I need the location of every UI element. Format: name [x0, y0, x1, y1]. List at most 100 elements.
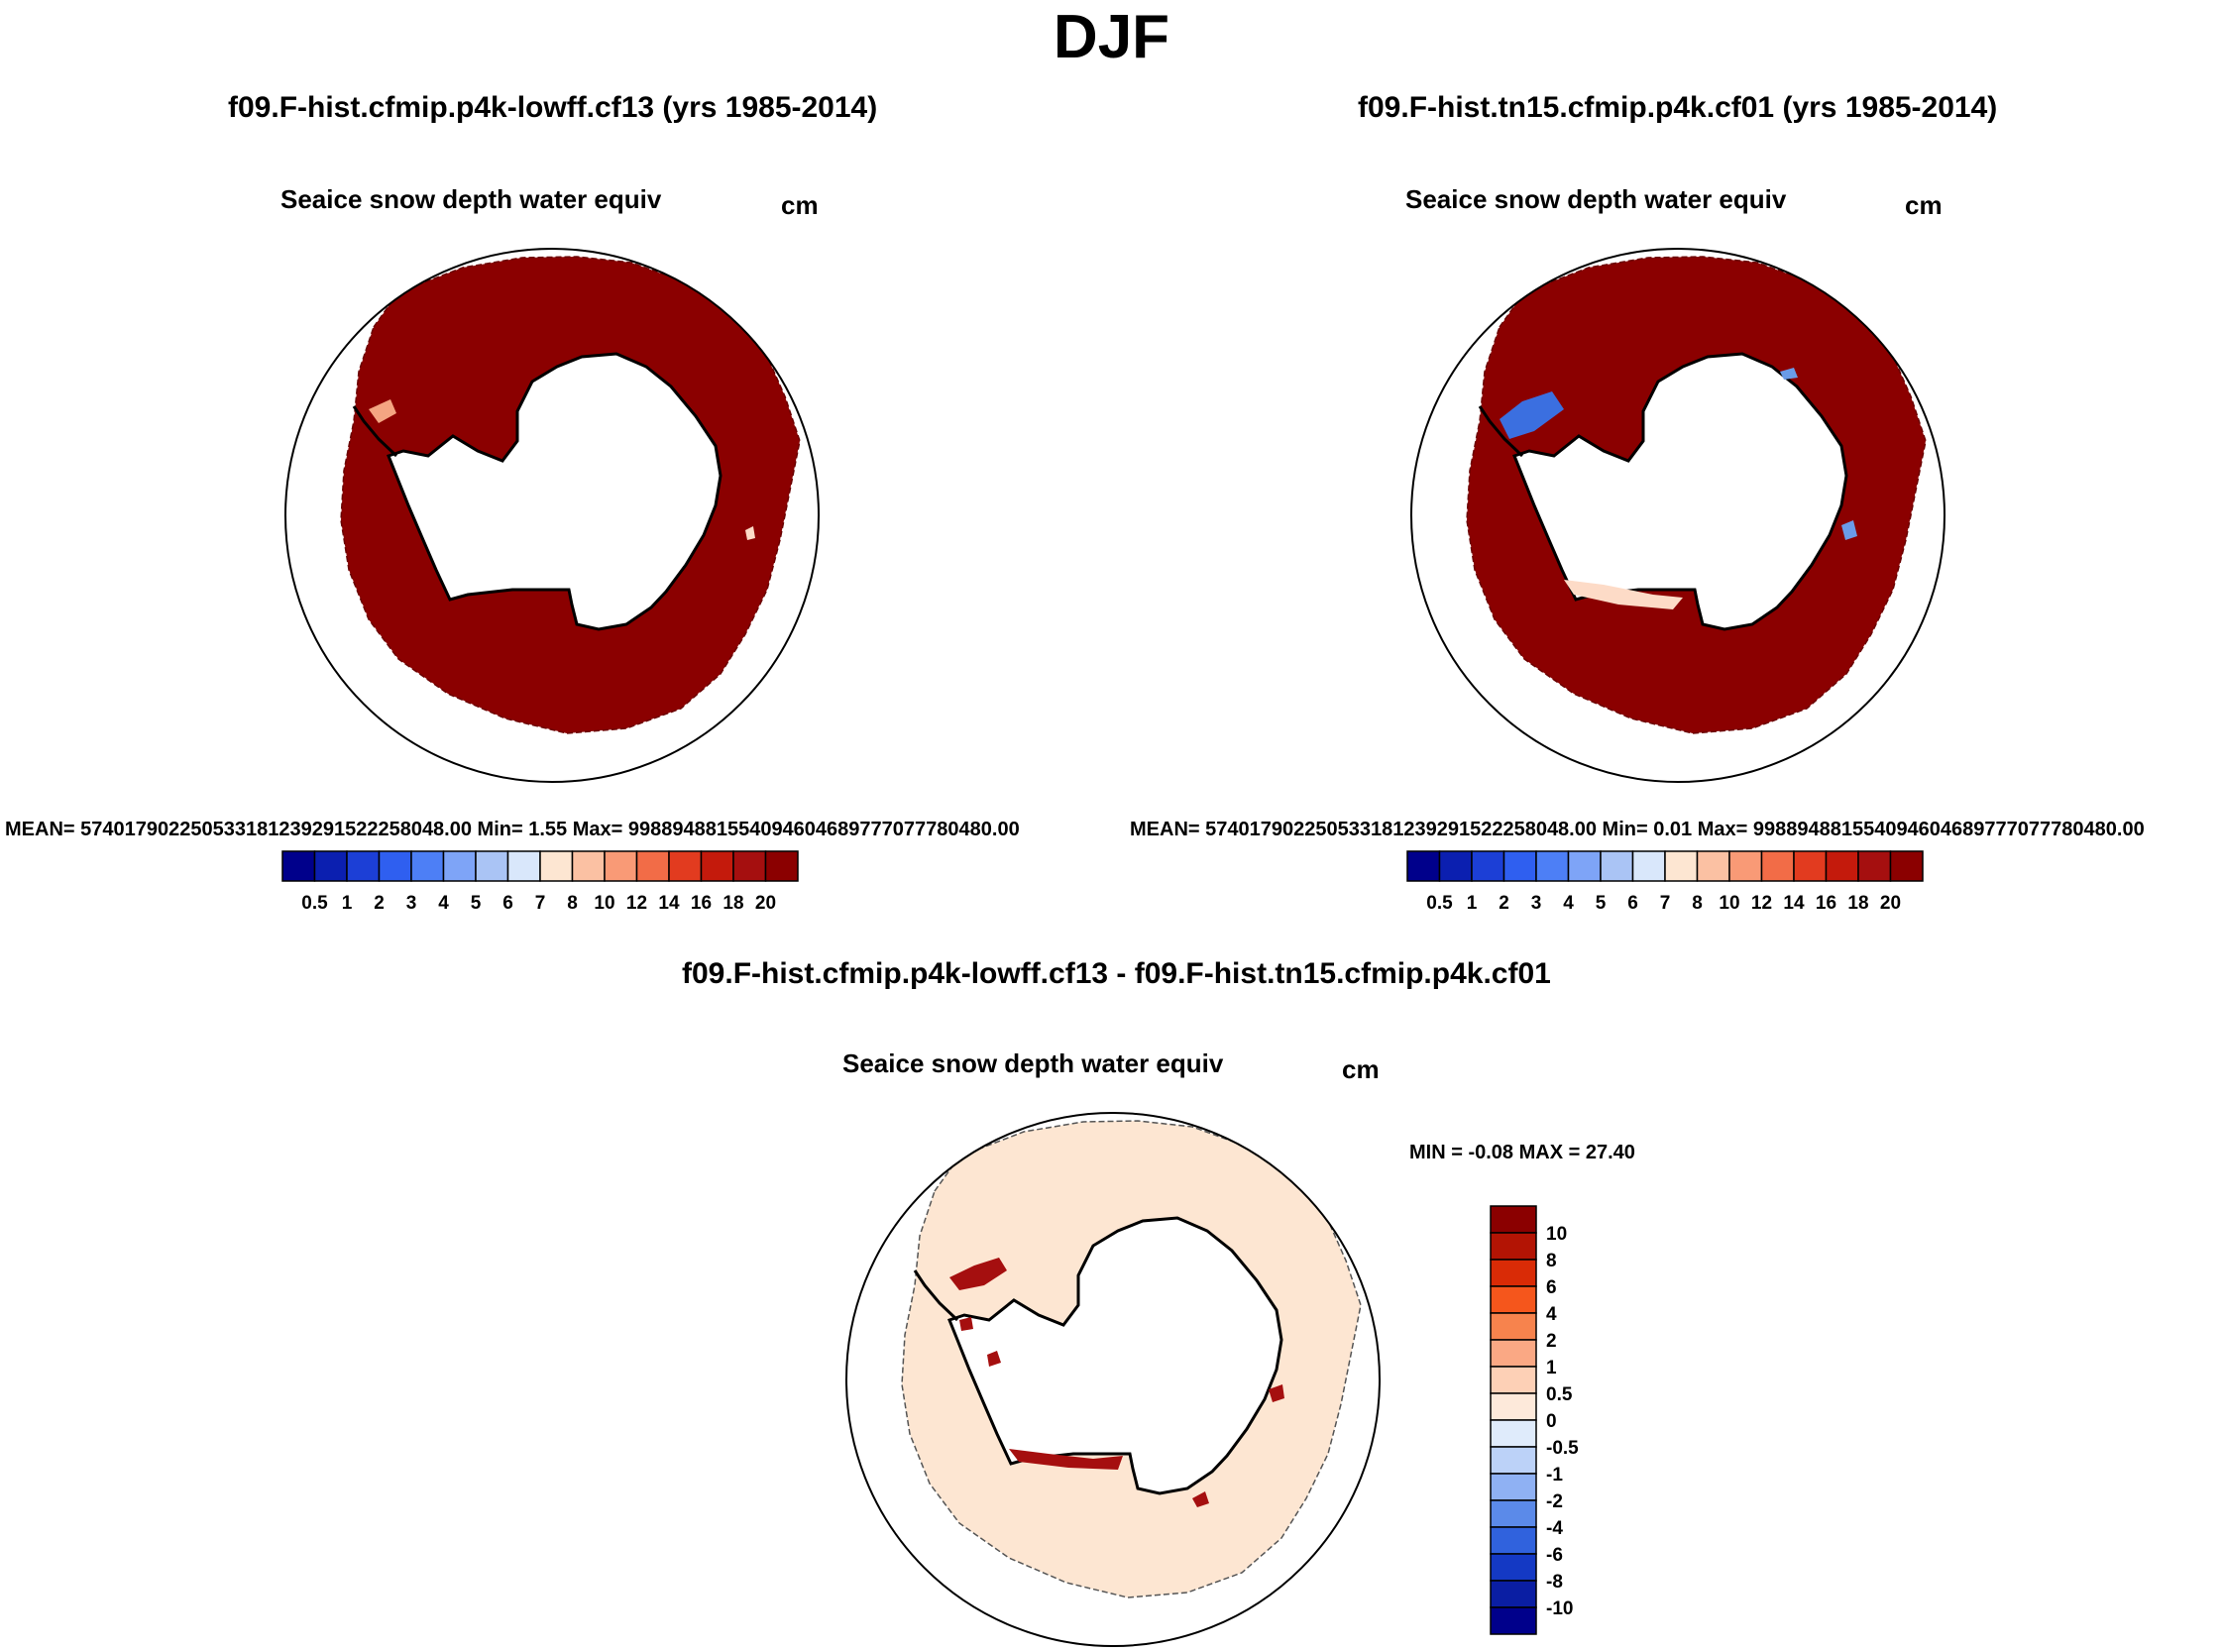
panel2-colorbar-tick-label: 0.5 [1426, 893, 1453, 914]
panel1-colorbar-tick-label: 6 [502, 893, 513, 914]
panel1-colorbar-tick-label: 12 [626, 893, 647, 914]
panel2-colorbar-swatch [1567, 850, 1602, 882]
panel3-colorbar-swatch [1490, 1446, 1537, 1475]
panel1-anomaly-patch-1 [369, 399, 396, 423]
panel1-colorbar-tick-label: 14 [658, 893, 680, 914]
panel3-colorbar-swatch [1490, 1285, 1537, 1314]
panel2-colorbar-tick-label: 20 [1880, 893, 1901, 914]
panel2-colorbar-tick-label: 8 [1692, 893, 1703, 914]
panel3-colorbar-tick-label: 8 [1546, 1251, 1557, 1271]
figure-title: DJF [1053, 3, 1170, 71]
panel3-high-patch-1 [949, 1258, 1007, 1290]
panel1-colorbar-swatch [378, 850, 412, 882]
panel3-colorbar-swatch [1490, 1606, 1537, 1635]
panel3-colorbar-tick-label: -6 [1546, 1545, 1563, 1566]
panel1-colorbar-swatch [539, 850, 574, 882]
panel1-colorbar-swatch [281, 850, 316, 882]
panel2-case-title: f09.F-hist.tn15.cfmip.p4k.cf01 (yrs 1985… [1358, 91, 1998, 124]
panel3-colorbar-swatch [1490, 1366, 1537, 1394]
panel3-colorbar-swatch [1490, 1580, 1537, 1608]
panel3-variable-label: Seaice snow depth water equiv [842, 1048, 1224, 1078]
panel1-colorbar-swatch [346, 850, 381, 882]
panel1-anomaly-patch-2 [745, 526, 755, 540]
panel1-colorbar-swatch [475, 850, 509, 882]
panel3-colorbar-tick-label: -10 [1546, 1598, 1573, 1619]
panel2-colorbar-swatch [1857, 850, 1892, 882]
panel3-colorbar-swatch [1490, 1259, 1537, 1287]
panel1-colorbar-swatch [410, 850, 445, 882]
panel2-colorbar-swatch [1889, 850, 1924, 882]
panel1-units: cm [781, 190, 819, 220]
panel2-colorbar-swatch [1825, 850, 1859, 882]
panel2-variable-label: Seaice snow depth water equiv [1405, 184, 1787, 214]
panel3-colorbar-swatch [1490, 1419, 1537, 1448]
panel2-colorbar-swatch [1631, 850, 1666, 882]
panel2-colorbar-tick-label: 2 [1499, 893, 1509, 914]
panel3-colorbar-swatch [1490, 1205, 1537, 1234]
panel1-colorbar-swatch [571, 850, 606, 882]
panel3-units: cm [1342, 1054, 1380, 1084]
panel3-map [845, 1112, 1381, 1647]
panel1-colorbar-tick-label: 1 [342, 893, 353, 914]
panel3-high-patch-5 [987, 1351, 1001, 1367]
panel1-variable-label: Seaice snow depth water equiv [280, 184, 662, 214]
panel1-colorbar-tick-label: 7 [535, 893, 546, 914]
panel1-colorbar-swatch [700, 850, 734, 882]
panel1-peninsula-line [352, 405, 398, 458]
panel2-anomaly-patch-2 [1564, 580, 1683, 609]
panel3-high-patch-2 [1009, 1449, 1123, 1470]
panel1-colorbar-swatch [635, 850, 670, 882]
panel3-colorbar-tick-label: 6 [1546, 1277, 1557, 1298]
panel2-colorbar-tick-label: 7 [1660, 893, 1671, 914]
panel3-colorbar-tick-label: 2 [1546, 1331, 1557, 1352]
panel3-colorbar-tick-label: -4 [1546, 1518, 1563, 1539]
panel2-anomaly-patch-3 [1841, 520, 1857, 540]
panel1-colorbar-tick-label: 16 [691, 893, 712, 914]
panel2-map [1410, 248, 1945, 783]
panel2-colorbar-swatch [1728, 850, 1763, 882]
panel2-colorbar-swatch [1793, 850, 1828, 882]
panel3-colorbar-swatch [1490, 1232, 1537, 1261]
panel2-colorbar-swatch [1696, 850, 1730, 882]
panel3-colorbar-tick-label: 0.5 [1546, 1384, 1573, 1405]
panel1-colorbar-tick-label: 20 [755, 893, 776, 914]
panel3-colorbar-tick-label: 1 [1546, 1358, 1557, 1378]
panel1-map-border [284, 248, 820, 783]
panel1-colorbar-swatch [764, 850, 799, 882]
panel2-colorbar-swatch [1438, 850, 1473, 882]
panel1-case-title: f09.F-hist.cfmip.p4k-lowff.cf13 (yrs 198… [228, 91, 878, 124]
panel1-colorbar-swatch [604, 850, 638, 882]
panel1-colorbar-tick-label: 10 [594, 893, 614, 914]
panel3-stats: MIN = -0.08 MAX = 27.40 [1409, 1142, 1635, 1163]
panel1-colorbar-tick-label: 5 [471, 893, 482, 914]
panel3-map-border [845, 1112, 1381, 1647]
panel3-colorbar-tick-label: 10 [1546, 1224, 1567, 1245]
panel1-colorbar-swatch [442, 850, 477, 882]
panel3-colorbar-tick-label: -0.5 [1546, 1438, 1579, 1459]
panel2-colorbar-tick-label: 6 [1627, 893, 1638, 914]
panel2-colorbar-tick-label: 4 [1563, 893, 1574, 914]
panel3-peninsula-line [913, 1269, 959, 1322]
panel1-colorbar-tick-label: 0.5 [301, 893, 328, 914]
panel2-colorbar-tick-label: 14 [1783, 893, 1805, 914]
panel2-colorbar-tick-label: 1 [1467, 893, 1478, 914]
panel3-high-patch-6 [959, 1317, 973, 1331]
panel1-colorbar-swatch [506, 850, 541, 882]
panel1-colorbar-tick-label: 4 [438, 893, 449, 914]
panel3-colorbar-tick-label: 0 [1546, 1411, 1557, 1432]
panel1-colorbar-tick-label: 18 [722, 893, 743, 914]
panel3-colorbar-tick-label: 4 [1546, 1304, 1557, 1325]
panel2-colorbar-tick-label: 16 [1816, 893, 1836, 914]
panel3-colorbar-tick-label: -1 [1546, 1465, 1563, 1486]
panel3-colorbar-swatch [1490, 1339, 1537, 1368]
panel2-units: cm [1905, 190, 1943, 220]
panel2-colorbar-tick-label: 3 [1531, 893, 1542, 914]
panel2-colorbar-swatch [1760, 850, 1795, 882]
panel3-colorbar-swatch [1490, 1553, 1537, 1582]
panel3-colorbar-swatch [1490, 1473, 1537, 1501]
panel3-colorbar-swatch [1490, 1312, 1537, 1341]
panel1-colorbar-tick-label: 2 [374, 893, 385, 914]
panel1-colorbar: 0.5 1 2 3 4 5 6 7 8 10 12 14 16 18 20 [281, 850, 799, 914]
panel2-colorbar-tick-label: 5 [1596, 893, 1607, 914]
panel1-map [284, 248, 820, 783]
